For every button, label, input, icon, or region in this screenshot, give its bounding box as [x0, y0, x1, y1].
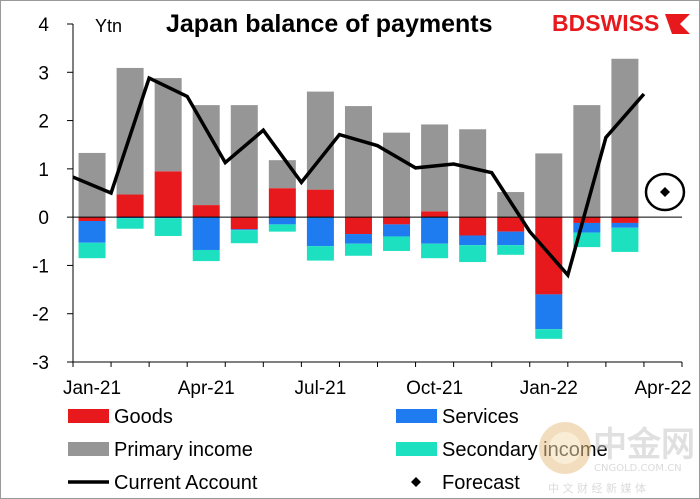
- bar-services: [268, 217, 296, 225]
- watermark-title: 中金网: [593, 425, 695, 465]
- x-tick-label: Jan-22: [520, 378, 578, 399]
- bar-secondary-income: [421, 243, 449, 259]
- watermark-tagline: 中 文 财 经 新 媒 体: [548, 481, 646, 495]
- bar-goods: [192, 205, 220, 218]
- bar-goods: [573, 217, 601, 223]
- legend-label-primary-income: Primary income: [114, 439, 253, 461]
- bar-primary-income: [344, 106, 372, 218]
- bar-secondary-income: [459, 245, 487, 263]
- y-tick-label: 3: [38, 63, 49, 84]
- brand-logo: BDSWISS: [552, 10, 690, 36]
- current-account-line: [72, 75, 646, 279]
- x-tick-label: Oct-21: [406, 378, 463, 399]
- y-tick-label: 2: [38, 112, 49, 133]
- bar-secondary-income: [116, 218, 144, 229]
- forecast-marker: [644, 172, 686, 212]
- bar-goods: [383, 217, 411, 225]
- bar-services: [611, 222, 639, 228]
- legend-label-forecast: Forecast: [442, 472, 520, 494]
- bar-secondary-income: [78, 242, 106, 259]
- legend-swatch-secondary-income: [396, 442, 437, 456]
- bar-primary-income: [611, 58, 639, 218]
- bar-secondary-income: [497, 245, 525, 255]
- legend-swatch-forecast: [411, 477, 421, 487]
- y-tick-label: -1: [32, 256, 49, 277]
- legend-label-goods: Goods: [114, 406, 173, 428]
- current-account-polyline: [72, 75, 646, 279]
- bar-services: [573, 222, 601, 233]
- axes: 4 3 2 1 0 -1 -2 -3 Jan-21 Apr-21 Jul-21 Oct-21 Jan-2…: [32, 15, 691, 399]
- x-tick-label: Jul-21: [295, 378, 347, 399]
- bar-primary-income: [459, 129, 487, 218]
- bar-secondary-income: [154, 218, 182, 236]
- bar-secondary-income: [192, 249, 220, 262]
- bar-secondary-income: [611, 227, 639, 252]
- bar-primary-income: [383, 132, 411, 218]
- bar-services: [421, 217, 449, 244]
- bar-secondary-income: [535, 329, 563, 339]
- legend-swatch-primary-income: [68, 442, 109, 456]
- bar-primary-income: [535, 153, 563, 218]
- bar-goods: [306, 189, 334, 218]
- brand-logo-text: BDSWISS: [552, 10, 659, 36]
- y-tick-label: 0: [38, 208, 49, 229]
- bar-goods: [154, 171, 182, 218]
- bar-services: [383, 224, 411, 237]
- bar-secondary-income: [230, 230, 258, 244]
- legend-swatch-services: [396, 409, 437, 423]
- forecast-circle: [644, 172, 686, 212]
- bar-services: [344, 234, 372, 244]
- bar-goods: [421, 211, 449, 218]
- x-tick-label: Apr-21: [178, 378, 235, 399]
- y-tick-label: -2: [32, 305, 49, 326]
- forecast-diamond: [659, 187, 670, 198]
- bar-services: [459, 235, 487, 246]
- watermark: 中金网 CNGOLD.COM.CN 中 文 财 经 新 媒 体: [539, 422, 695, 495]
- watermark-coin-inner: [549, 432, 581, 464]
- bar-goods: [78, 217, 106, 222]
- x-tick-label: Jan-21: [63, 378, 121, 399]
- bar-services: [230, 229, 258, 231]
- bar-services: [497, 231, 525, 246]
- bar-goods: [344, 217, 372, 235]
- unit-label: Ytn: [95, 16, 122, 36]
- bar-goods: [497, 217, 525, 232]
- bar-primary-income: [268, 160, 296, 189]
- bar-services: [306, 217, 334, 247]
- bar-goods: [268, 188, 296, 218]
- bar-services: [78, 221, 106, 243]
- bar-secondary-income: [383, 236, 411, 251]
- bar-services: [192, 217, 220, 250]
- y-tick-label: 1: [38, 160, 49, 181]
- chart-title: Japan balance of payments: [166, 10, 493, 38]
- legend-label-current-account: Current Account: [114, 472, 258, 494]
- bar-secondary-income: [268, 224, 296, 232]
- bar-primary-income: [154, 78, 182, 172]
- bar-goods: [459, 217, 487, 236]
- bar-primary-income: [230, 105, 258, 218]
- bar-primary-income: [192, 105, 220, 206]
- legend-label-services: Services: [442, 406, 519, 428]
- bar-goods: [611, 217, 639, 223]
- y-tick-label: -3: [32, 353, 49, 374]
- chart-header: Ytn Japan balance of payments BDSWISS: [95, 10, 690, 38]
- bar-primary-income: [306, 91, 334, 190]
- watermark-sub: CNGOLD.COM.CN: [594, 463, 682, 474]
- x-tick-label: Apr-22: [634, 378, 691, 399]
- bar-goods: [230, 217, 258, 230]
- bar-secondary-income: [306, 246, 334, 261]
- bar-secondary-income: [344, 243, 372, 256]
- bar-services: [535, 294, 563, 330]
- stacked-bars: [78, 58, 639, 339]
- bar-primary-income: [573, 105, 601, 218]
- brand-arrow-icon: [665, 14, 690, 34]
- bar-goods: [116, 194, 144, 218]
- y-tick-label: 4: [38, 15, 49, 36]
- legend-swatch-goods: [68, 409, 109, 423]
